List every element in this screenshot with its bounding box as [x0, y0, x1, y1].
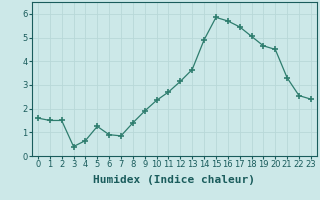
- X-axis label: Humidex (Indice chaleur): Humidex (Indice chaleur): [93, 175, 255, 185]
